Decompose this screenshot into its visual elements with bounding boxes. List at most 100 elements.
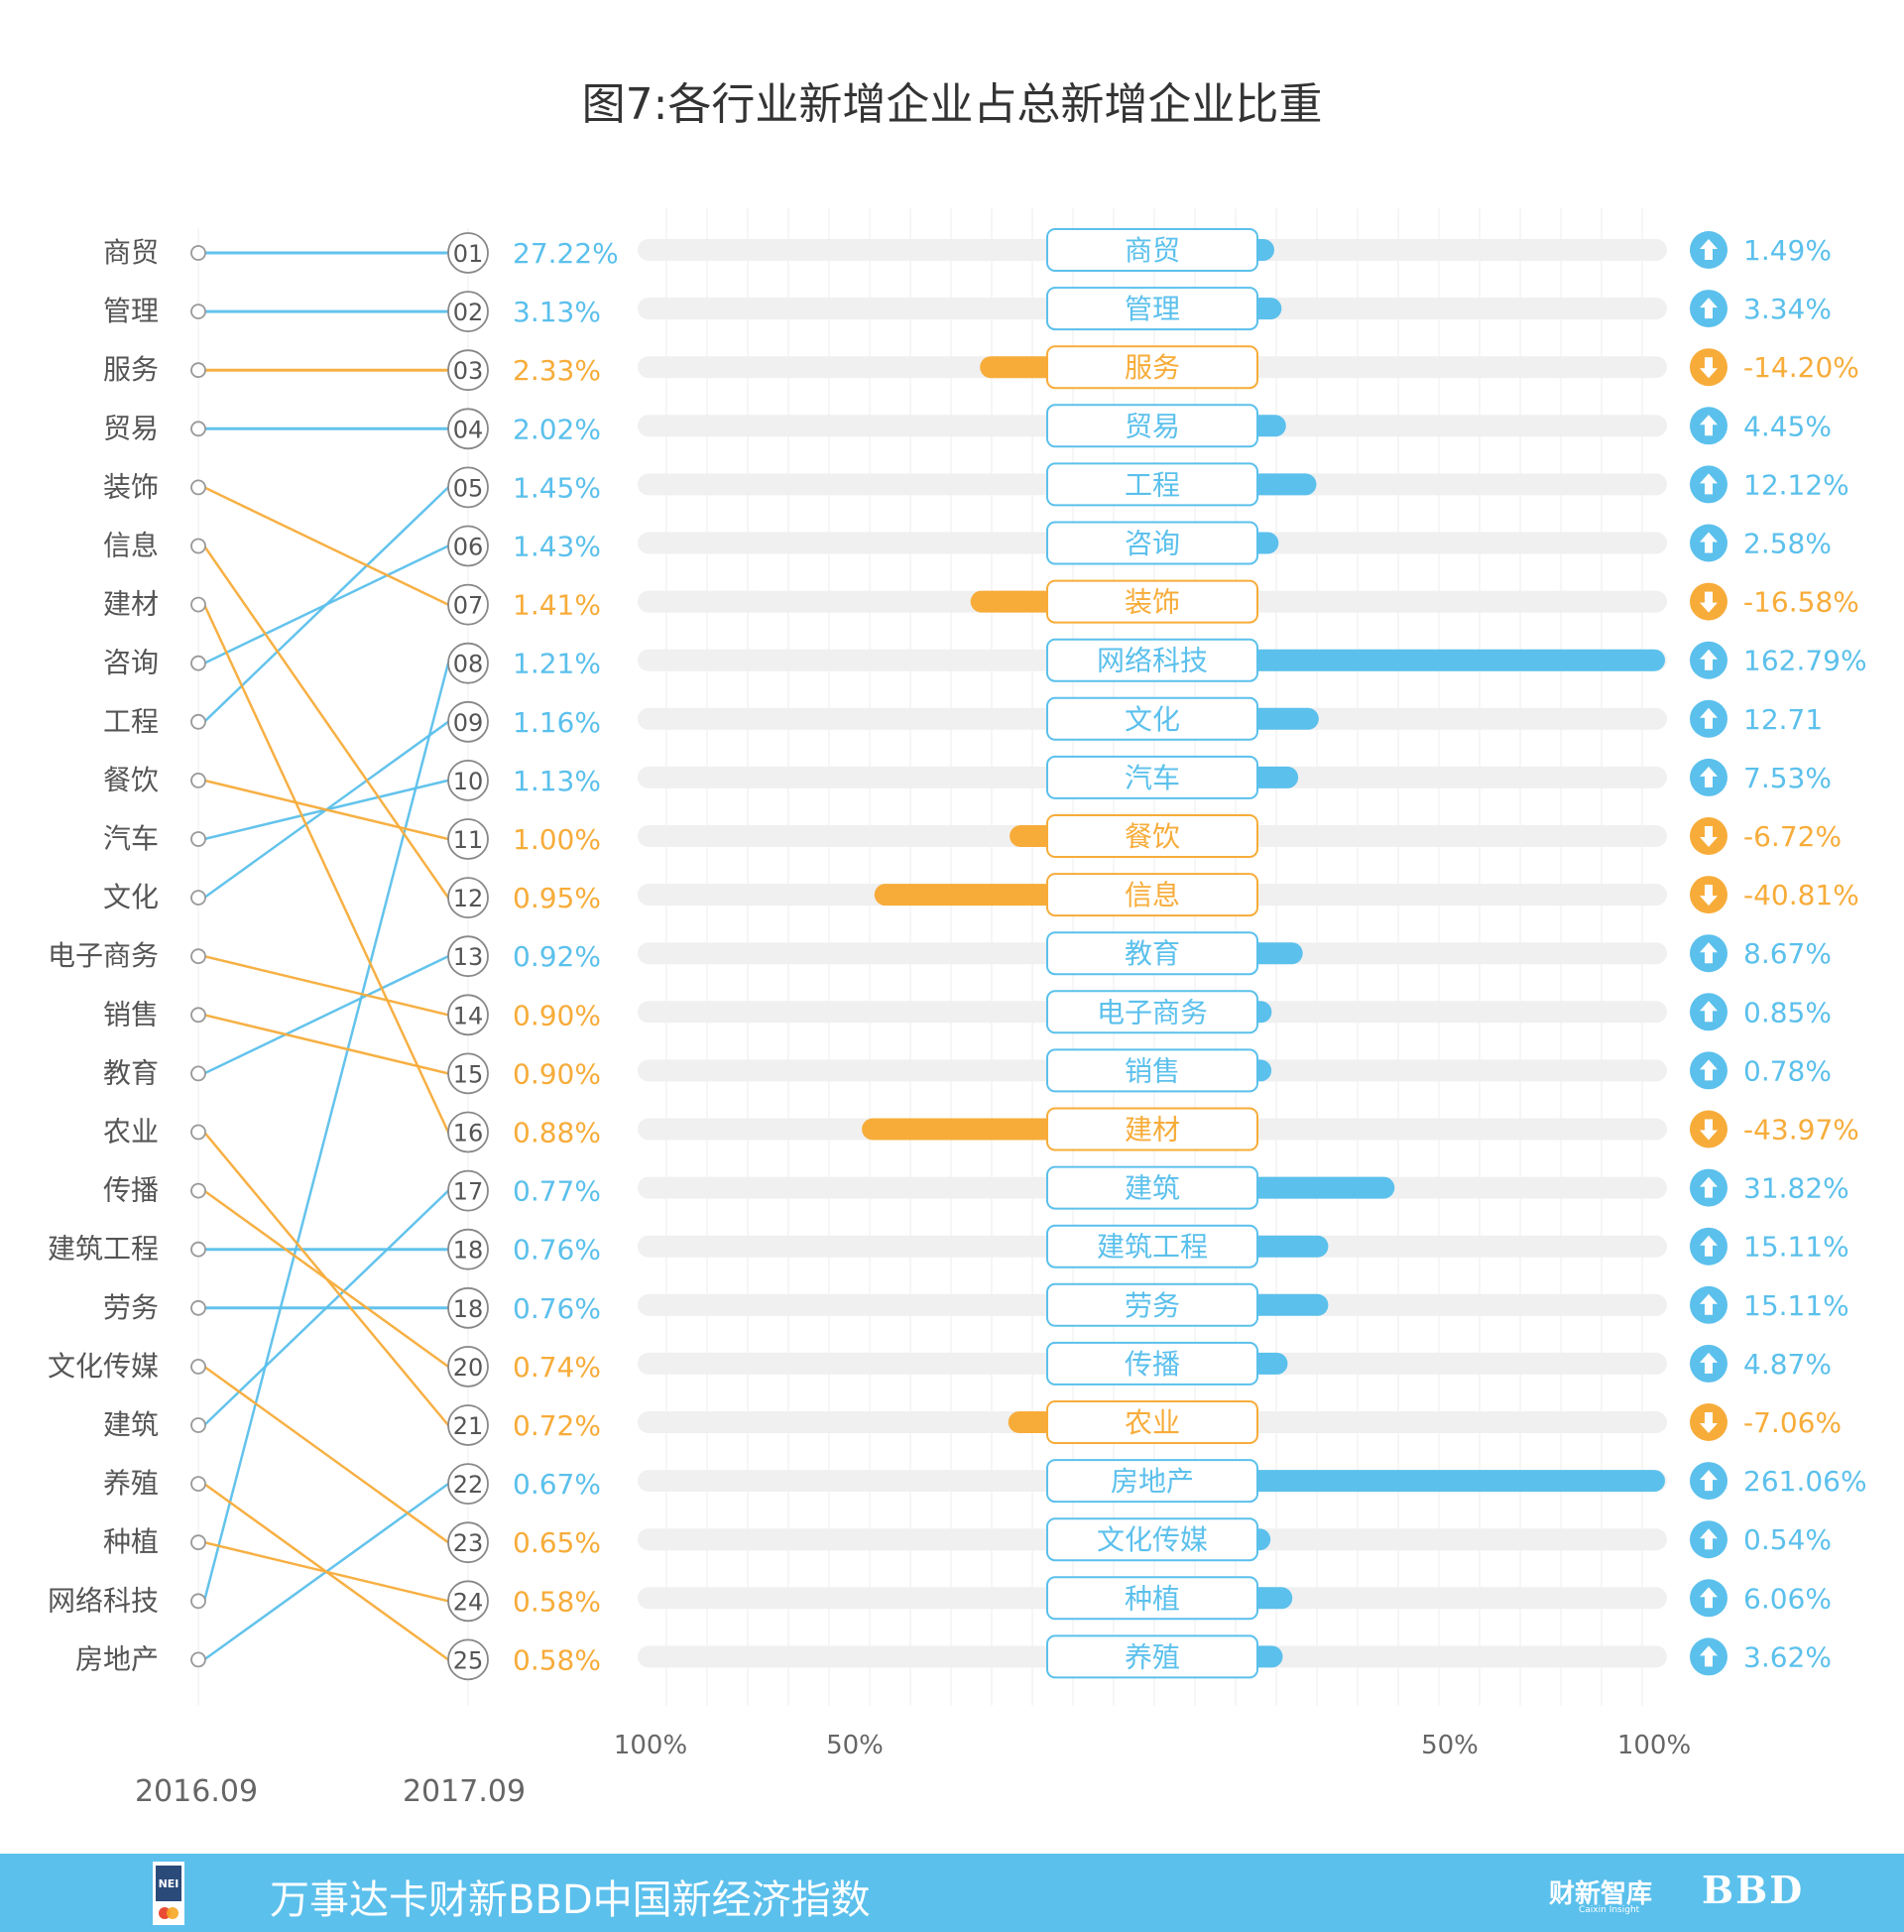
arrow-up-glyph: [1700, 1645, 1718, 1667]
share-value: 0.95%: [513, 882, 601, 914]
share-value: 0.76%: [513, 1292, 601, 1325]
rank2016-label: 劳务: [103, 1291, 159, 1324]
slope-line-销售: [202, 1014, 450, 1075]
rank2017-number: 23: [453, 1529, 484, 1557]
industry-box: [1046, 755, 1258, 799]
share-value: 0.76%: [513, 1234, 601, 1267]
rank2017-circle: [447, 1169, 489, 1212]
industry-box: [1046, 521, 1258, 565]
arrow-up-glyph: [1700, 239, 1718, 260]
arrow-down-glyph: [1700, 1119, 1718, 1141]
share-value: 1.45%: [513, 471, 601, 504]
growth-value: -43.97%: [1743, 1114, 1859, 1147]
rank2017-number: 22: [453, 1471, 484, 1499]
growth-value: 3.62%: [1743, 1640, 1832, 1673]
slope-line-咨询: [202, 544, 450, 664]
share-value: 0.77%: [513, 1175, 601, 1208]
rank2016-dot: [190, 1124, 206, 1141]
arrow-up-glyph: [1700, 649, 1718, 670]
rank2017-number: 14: [453, 1002, 484, 1029]
rank2017-circle: [447, 1463, 489, 1505]
industry-box: [1046, 1282, 1258, 1327]
rank2016-label: 文化: [103, 881, 159, 913]
slope-line-养殖: [202, 1482, 450, 1661]
rank2017-circle: [447, 525, 489, 567]
arrow-down-glyph: [1700, 885, 1718, 906]
share-value: 1.43%: [513, 531, 601, 563]
growth-value: 0.85%: [1743, 996, 1832, 1028]
industry-box: [1046, 638, 1258, 682]
rank2016-dot: [190, 948, 206, 965]
industry-box: [1046, 1459, 1258, 1504]
rank2016-label: 商贸: [103, 236, 159, 269]
industry-box-label: 咨询: [1125, 528, 1180, 560]
arrow-up-glyph: [1700, 1352, 1718, 1374]
arrow-up-glyph: [1700, 1470, 1718, 1492]
industry-box: [1046, 814, 1258, 858]
axis-tick: 100%: [614, 1731, 687, 1760]
rank2017-circle: [447, 818, 489, 860]
share-value: 0.58%: [513, 1643, 601, 1676]
growth-value: -16.58%: [1743, 586, 1859, 619]
rank2016-label: 传播: [103, 1174, 159, 1207]
rank2017-number: 07: [453, 592, 484, 620]
industry-box: [1046, 1634, 1258, 1679]
growth-value: 31.82%: [1743, 1172, 1849, 1205]
industry-box-label: 商贸: [1125, 234, 1180, 267]
industry-box: [1046, 1048, 1258, 1093]
rank2017-circle: [447, 1580, 489, 1623]
rank2016-dot: [190, 713, 206, 730]
rank2017-circle: [447, 1346, 489, 1388]
slope-line-文化传媒: [202, 1365, 450, 1544]
slope-line-餐饮: [202, 779, 450, 841]
rank2016-label: 工程: [103, 705, 159, 738]
rank2017-number: 11: [453, 826, 484, 854]
industry-box-label: 贸易: [1125, 410, 1180, 442]
axis-tick: 100%: [1617, 1731, 1691, 1760]
arrow-up-glyph: [1700, 766, 1718, 787]
industry-box: [1046, 462, 1258, 507]
rank2017-circle: [447, 291, 489, 333]
arrow-up-glyph: [1700, 1001, 1718, 1023]
rank2016-dot: [190, 1241, 206, 1258]
industry-box: [1046, 404, 1258, 448]
growth-value: 12.71: [1743, 703, 1823, 736]
arrow-down-glyph: [1700, 826, 1718, 847]
rank2016-dot: [190, 1476, 206, 1492]
rank2017-circle: [447, 994, 489, 1036]
share-value: 0.74%: [513, 1351, 601, 1384]
growth-value: 1.49%: [1743, 234, 1832, 267]
footer-title: 万事达卡财新BBD中国新经济指数: [270, 1877, 871, 1923]
growth-value: 15.11%: [1743, 1231, 1849, 1264]
arrow-up-glyph: [1700, 1176, 1718, 1198]
rank2016-label: 养殖: [103, 1467, 159, 1500]
growth-value: 3.34%: [1743, 293, 1832, 325]
rank2016-dot: [190, 1299, 206, 1316]
share-value: 27.22%: [513, 237, 619, 270]
share-value: 0.65%: [513, 1526, 601, 1559]
industry-box: [1046, 931, 1258, 976]
rank2016-dot: [190, 773, 206, 788]
growth-value: -6.72%: [1743, 820, 1842, 853]
chart-canvas: 图7:各行业新增企业占总新增企业比重商贸管理服务贸易装饰信息建材咨询工程餐饮汽车…: [48, 79, 1867, 1809]
share-value: 1.16%: [513, 706, 601, 739]
rank2017-number: 03: [453, 357, 484, 385]
share-value: 0.58%: [513, 1585, 601, 1618]
axis-tick: 50%: [1421, 1731, 1479, 1760]
industry-box: [1046, 1400, 1258, 1444]
rank2017-circle: [447, 642, 489, 684]
growth-value: 0.78%: [1743, 1054, 1832, 1087]
slope-line-装饰: [202, 486, 450, 606]
arrow-up-glyph: [1700, 1059, 1718, 1081]
chart-title: 图7:各行业新增企业占总新增企业比重: [582, 79, 1323, 130]
rank2016-label: 销售: [103, 998, 159, 1030]
industry-box-label: 文化: [1125, 703, 1180, 736]
rank2016-label: 网络科技: [48, 1584, 159, 1617]
industry-box-label: 种植: [1125, 1582, 1180, 1615]
rank2017-number: 05: [453, 474, 484, 502]
rank2017-circle: [447, 760, 489, 801]
slope-line-信息: [202, 544, 450, 900]
share-value: 0.90%: [513, 1057, 601, 1090]
rank2016-dot: [190, 538, 206, 554]
rank2017-number: 02: [453, 299, 484, 326]
